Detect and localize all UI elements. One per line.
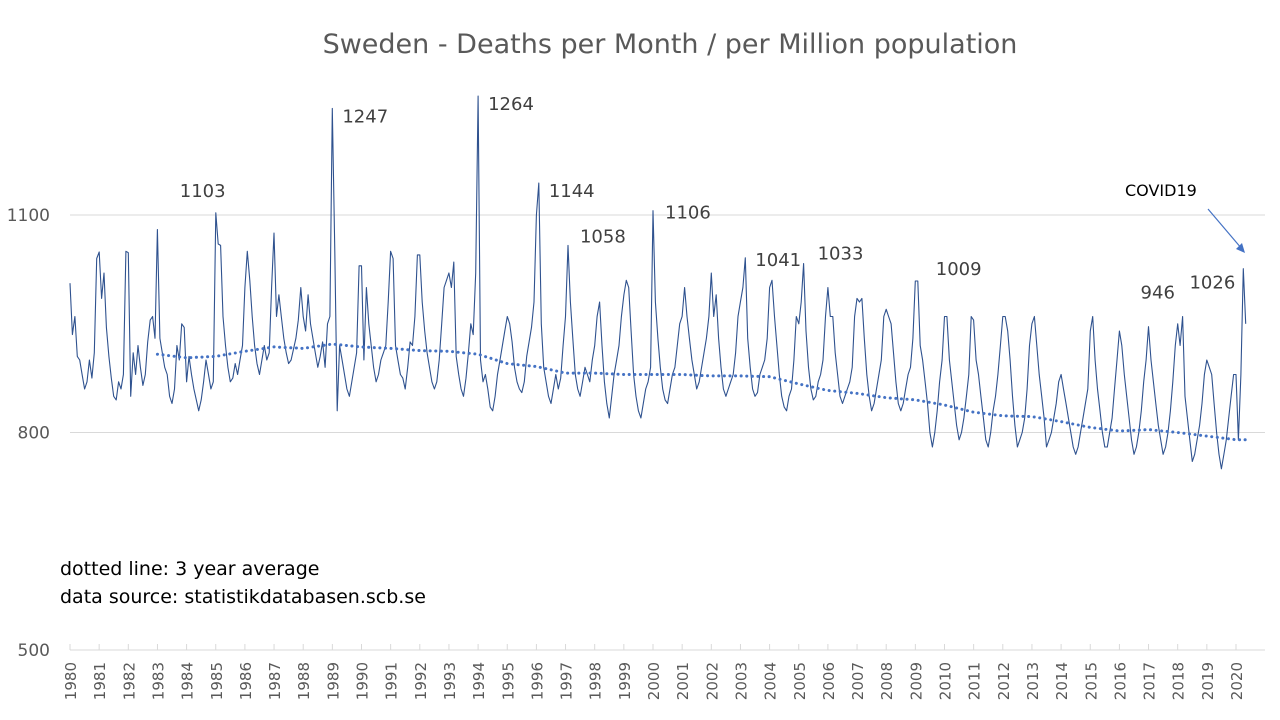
series-group [69, 95, 1248, 470]
x-tick-label: 1991 [383, 662, 401, 700]
x-tick-label: 1988 [295, 662, 313, 700]
y-axis: 500 800 1100 [7, 206, 50, 661]
x-tick-label: 1990 [354, 662, 372, 700]
x-tick-label: 1998 [587, 662, 605, 700]
x-tick-label: 2009 [907, 662, 925, 700]
x-tick-label: 2003 [732, 662, 750, 700]
peak-label: 1247 [342, 106, 388, 127]
x-tick-label: 2011 [966, 662, 984, 700]
x-tick-label: 1992 [412, 662, 430, 700]
x-tick-label: 2016 [1111, 662, 1129, 700]
x-tick-label: 1980 [62, 662, 80, 700]
x-tick-label: 1996 [528, 662, 546, 700]
gridlines [70, 214, 1265, 433]
x-tick-label: 2015 [1082, 662, 1100, 700]
x-tick-label: 1984 [179, 662, 197, 700]
peak-label: 1041 [755, 250, 801, 271]
y-tick-label: 500 [18, 641, 50, 661]
x-tick-label: 2007 [849, 662, 867, 700]
x-tick-label: 1995 [499, 662, 517, 700]
covid-annotation: COVID19 [1125, 181, 1197, 200]
x-tick-label: 2014 [1053, 662, 1071, 700]
x-tick-label: 1987 [266, 662, 284, 700]
peak-label: 1009 [936, 259, 982, 280]
x-tick-label: 1994 [470, 662, 488, 700]
x-tick-label: 2019 [1199, 662, 1217, 700]
three-year-average-line [155, 342, 1248, 442]
x-tick-label: 1993 [441, 662, 459, 700]
y-tick-label: 800 [18, 424, 50, 444]
note-dotted-line: dotted line: 3 year average [60, 558, 319, 580]
x-tick-label: 1989 [324, 662, 342, 700]
x-tick-label: 2012 [995, 662, 1013, 700]
peak-label: 1264 [488, 94, 534, 115]
x-tick-label: 1986 [237, 662, 255, 700]
x-tick-label: 2008 [878, 662, 896, 700]
x-tick-label: 2004 [762, 662, 780, 700]
x-tick-label: 2013 [1024, 662, 1042, 700]
x-tick-label: 2010 [937, 662, 955, 700]
covid-arrow-head-icon [1236, 243, 1245, 253]
x-tick-label: 2020 [1228, 662, 1246, 700]
y-tick-label: 1100 [7, 206, 50, 226]
x-axis: 1980 1981 1982 1983 1984 1985 1986 1987 1988 1989… [62, 644, 1265, 700]
note-data-source: data source: statistikdatabasen.scb.se [60, 586, 426, 608]
peak-labels: 1103 1247 1264 1144 1058 1106 1041 1033 1009 946 1… [180, 94, 1236, 304]
peak-label: 1033 [818, 244, 864, 265]
peak-label: 1144 [549, 181, 595, 202]
x-tick-label: 2017 [1141, 662, 1159, 700]
peak-label: 1026 [1189, 273, 1235, 294]
peak-label: 1106 [665, 203, 711, 224]
x-tick-label: 1997 [558, 662, 576, 700]
x-tick-label: 1985 [208, 662, 226, 700]
peak-label: 1058 [580, 226, 626, 247]
x-tick-label: 2002 [703, 662, 721, 700]
x-tick-label: 2001 [674, 662, 692, 700]
peak-label: 1103 [180, 181, 226, 202]
x-tick-label: 2006 [820, 662, 838, 700]
x-tick-label: 1982 [120, 662, 138, 700]
x-tick-label: 1983 [149, 662, 167, 700]
covid-arrow [1207, 208, 1243, 250]
x-tick-label: 2018 [1170, 662, 1188, 700]
x-tick-label: 1999 [616, 662, 634, 700]
chart-title: Sweden - Deaths per Month / per Million … [323, 29, 1018, 60]
x-tick-label: 2000 [645, 662, 663, 700]
peak-label: 946 [1141, 283, 1175, 304]
monthly-deaths-line [69, 95, 1247, 470]
x-tick-label: 1981 [91, 662, 109, 700]
x-tick-label: 2005 [791, 662, 809, 700]
